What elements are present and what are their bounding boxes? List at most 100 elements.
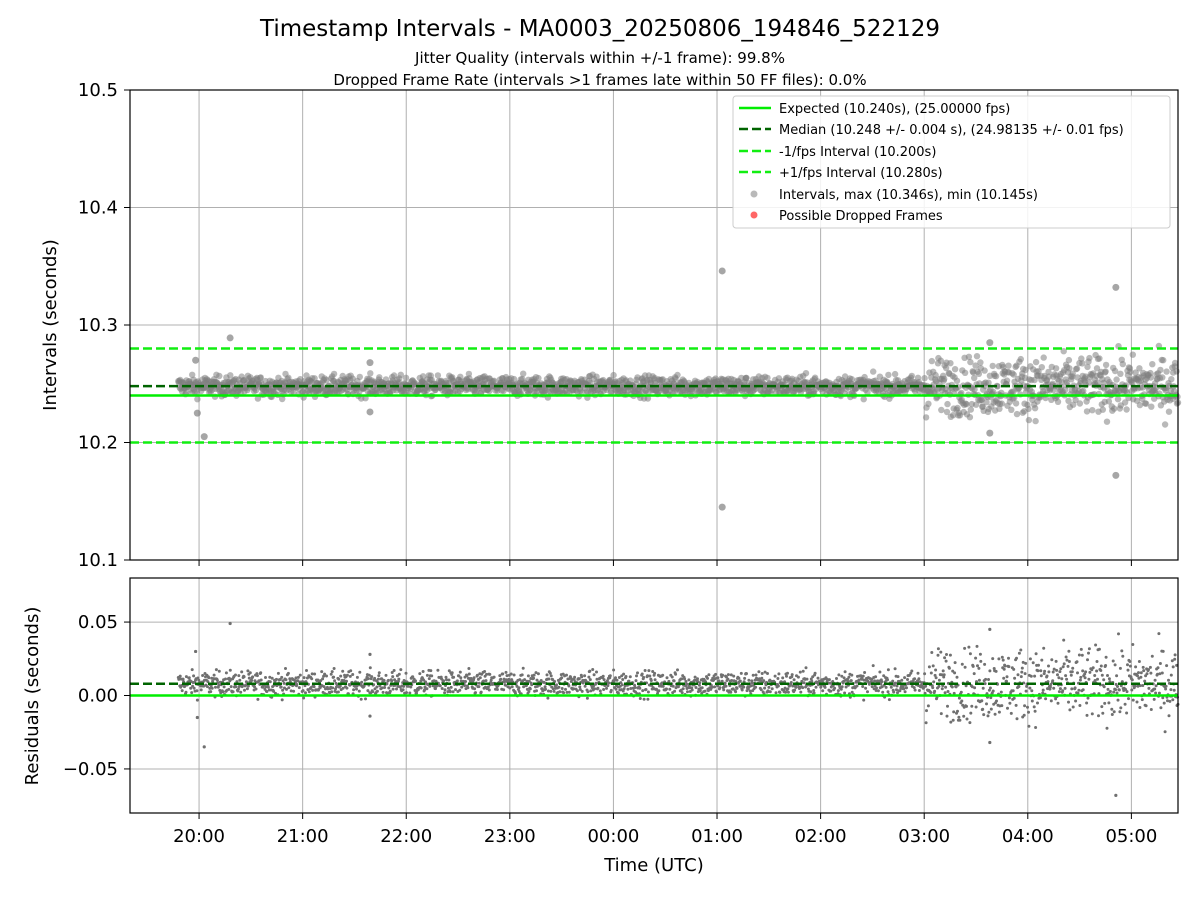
legend-label-plus-interval: +1/fps Interval (10.280s) xyxy=(779,166,943,181)
residual-point xyxy=(816,676,820,680)
residual-point xyxy=(1143,679,1147,683)
residual-point xyxy=(1009,711,1013,715)
residual-point xyxy=(1051,679,1055,683)
residual-point xyxy=(337,677,341,681)
residual-point xyxy=(1051,670,1055,674)
residual-point xyxy=(703,689,707,693)
residual-point xyxy=(1057,676,1061,680)
residual-point xyxy=(886,678,889,682)
residual-point xyxy=(572,687,576,691)
residual-point xyxy=(587,675,591,679)
interval-point xyxy=(963,401,970,408)
interval-point xyxy=(885,371,892,379)
residual-point xyxy=(221,690,225,694)
residual-point xyxy=(1171,665,1175,669)
residual-point xyxy=(1011,689,1015,693)
residual-point xyxy=(745,672,748,676)
residual-point xyxy=(1171,698,1175,702)
top-y-tick-label: 10.1 xyxy=(78,550,118,571)
residual-point xyxy=(451,690,455,694)
interval-point xyxy=(966,414,974,421)
residual-point xyxy=(1167,714,1171,718)
residual-point xyxy=(777,672,781,676)
residual-point xyxy=(874,675,878,679)
residual-point xyxy=(710,685,714,689)
residual-point xyxy=(1153,678,1157,682)
residual-point xyxy=(310,672,314,676)
residual-point xyxy=(1073,686,1077,690)
residual-point xyxy=(203,672,207,675)
residual-point xyxy=(333,679,337,683)
residual-point xyxy=(968,721,972,725)
residual-point xyxy=(957,715,961,719)
x-tick-label: 05:00 xyxy=(1105,826,1157,847)
residual-point xyxy=(320,670,324,674)
residual-point xyxy=(1093,679,1097,682)
residual-point xyxy=(445,678,448,682)
residual-point xyxy=(895,688,898,692)
residual-point xyxy=(1065,677,1069,681)
residual-point xyxy=(409,685,413,689)
residual-point xyxy=(952,691,956,695)
residual-point xyxy=(275,677,278,681)
interval-point xyxy=(330,370,338,378)
residual-point xyxy=(766,672,769,675)
residual-point xyxy=(1094,643,1098,647)
residual-point xyxy=(642,697,646,701)
residual-point xyxy=(1038,696,1042,700)
residual-point xyxy=(306,688,310,692)
residual-point xyxy=(261,685,265,689)
residual-point xyxy=(551,687,555,691)
residual-point xyxy=(1033,674,1037,678)
residual-point xyxy=(244,680,248,684)
interval-point xyxy=(1099,406,1107,413)
residual-point xyxy=(477,681,481,685)
top-y-ticks: 10.1 10.2 10.3 10.4 10.5 xyxy=(78,80,130,571)
residual-point xyxy=(985,702,988,706)
residual-point xyxy=(849,679,853,683)
interval-point xyxy=(1113,376,1120,383)
residual-point xyxy=(796,675,800,679)
interval-point xyxy=(965,353,973,360)
residual-point xyxy=(401,688,405,692)
interval-point xyxy=(1123,389,1131,396)
residual-point xyxy=(958,718,962,722)
residual-point xyxy=(813,671,817,675)
residual-point xyxy=(325,674,328,678)
residual-point xyxy=(507,677,511,681)
residual-point xyxy=(279,685,283,689)
residual-point xyxy=(721,673,725,677)
residual-point xyxy=(1050,658,1054,662)
residual-point xyxy=(280,698,284,702)
residual-point xyxy=(969,711,973,715)
residual-point xyxy=(560,687,564,690)
residual-point xyxy=(595,670,598,674)
residual-point xyxy=(909,671,913,675)
interval-point xyxy=(981,367,988,374)
residual-point xyxy=(739,671,743,675)
residual-point xyxy=(616,691,620,695)
residual-point xyxy=(1084,670,1088,674)
residual-point xyxy=(578,685,582,689)
residual-point xyxy=(763,686,767,690)
interval-point xyxy=(870,368,877,375)
residual-point xyxy=(989,696,993,700)
residual-point xyxy=(1118,666,1122,670)
residual-point xyxy=(902,687,906,691)
top-y-tick-label: 10.4 xyxy=(78,198,118,219)
residual-point xyxy=(839,687,843,691)
residual-point xyxy=(1097,647,1101,651)
interval-point xyxy=(1136,365,1143,372)
residual-point xyxy=(759,688,763,692)
residual-point xyxy=(934,668,938,672)
residual-point xyxy=(917,689,921,692)
residual-point xyxy=(946,704,949,708)
residual-point xyxy=(651,670,655,673)
residual-point xyxy=(1115,674,1119,678)
residual-point xyxy=(760,676,764,680)
interval-point xyxy=(1003,377,1011,384)
residual-point xyxy=(408,691,412,695)
interval-point xyxy=(356,373,363,381)
residual-point xyxy=(874,689,878,692)
x-tick-label: 01:00 xyxy=(691,826,743,847)
